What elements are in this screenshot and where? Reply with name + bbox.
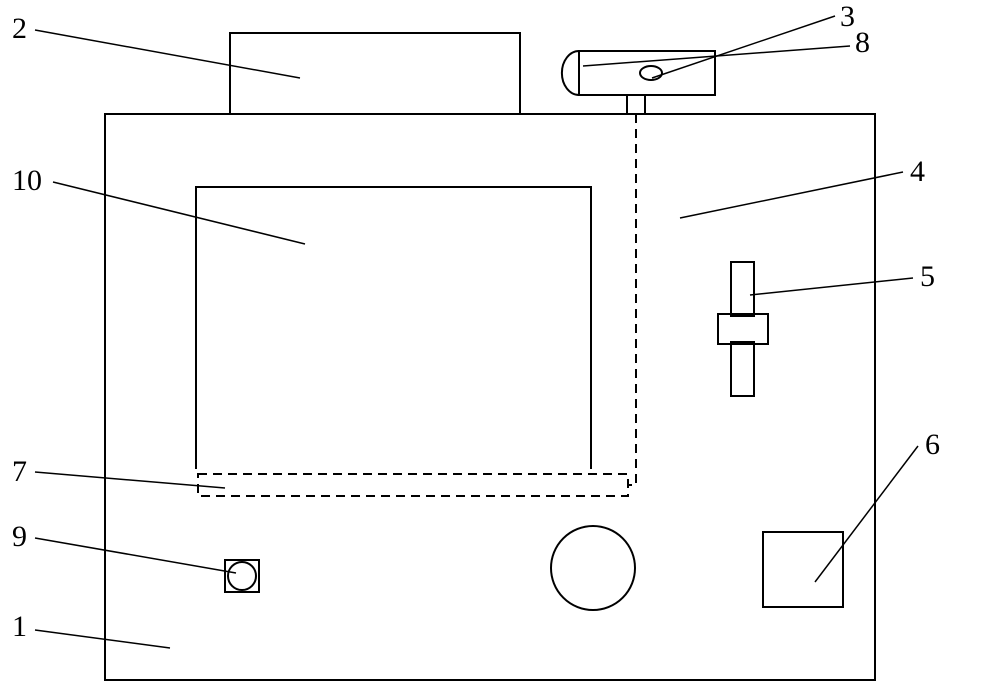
small-indicator-frame bbox=[225, 560, 259, 592]
callout-label-6: 6 bbox=[925, 428, 940, 462]
callout-label-7: 7 bbox=[12, 455, 27, 489]
diagram-canvas bbox=[0, 0, 1000, 693]
callout-label-10: 10 bbox=[12, 164, 42, 198]
top-right-cap bbox=[562, 51, 579, 95]
callout-label-9: 9 bbox=[12, 520, 27, 554]
leader-L6 bbox=[815, 446, 918, 582]
callout-label-1: 1 bbox=[12, 610, 27, 644]
small-indicator bbox=[228, 562, 256, 590]
slider-track-top bbox=[731, 262, 754, 316]
callout-label-8: 8 bbox=[855, 26, 870, 60]
leader-L3 bbox=[652, 16, 835, 78]
leader-L9 bbox=[35, 538, 236, 573]
slider-track-bottom bbox=[731, 342, 754, 396]
callout-label-4: 4 bbox=[910, 155, 925, 189]
square-button[interactable] bbox=[763, 532, 843, 607]
round-button[interactable] bbox=[551, 526, 635, 610]
leader-L5 bbox=[750, 278, 913, 295]
callout-label-2: 2 bbox=[12, 12, 27, 46]
dashed-tray bbox=[198, 474, 628, 496]
display-screen bbox=[196, 187, 591, 469]
leader-L7 bbox=[35, 472, 225, 488]
dashed-conduit bbox=[628, 114, 636, 485]
leader-L8 bbox=[583, 46, 850, 66]
main-panel bbox=[105, 114, 875, 680]
leader-L2 bbox=[35, 30, 300, 78]
top-right-dot bbox=[640, 66, 662, 80]
callout-label-3: 3 bbox=[840, 0, 855, 34]
leader-L4 bbox=[680, 172, 903, 218]
slider-knob[interactable] bbox=[718, 314, 768, 344]
top-right-foot bbox=[627, 95, 645, 114]
leader-L10 bbox=[53, 182, 305, 244]
callout-label-5: 5 bbox=[920, 260, 935, 294]
leader-L1 bbox=[35, 630, 170, 648]
